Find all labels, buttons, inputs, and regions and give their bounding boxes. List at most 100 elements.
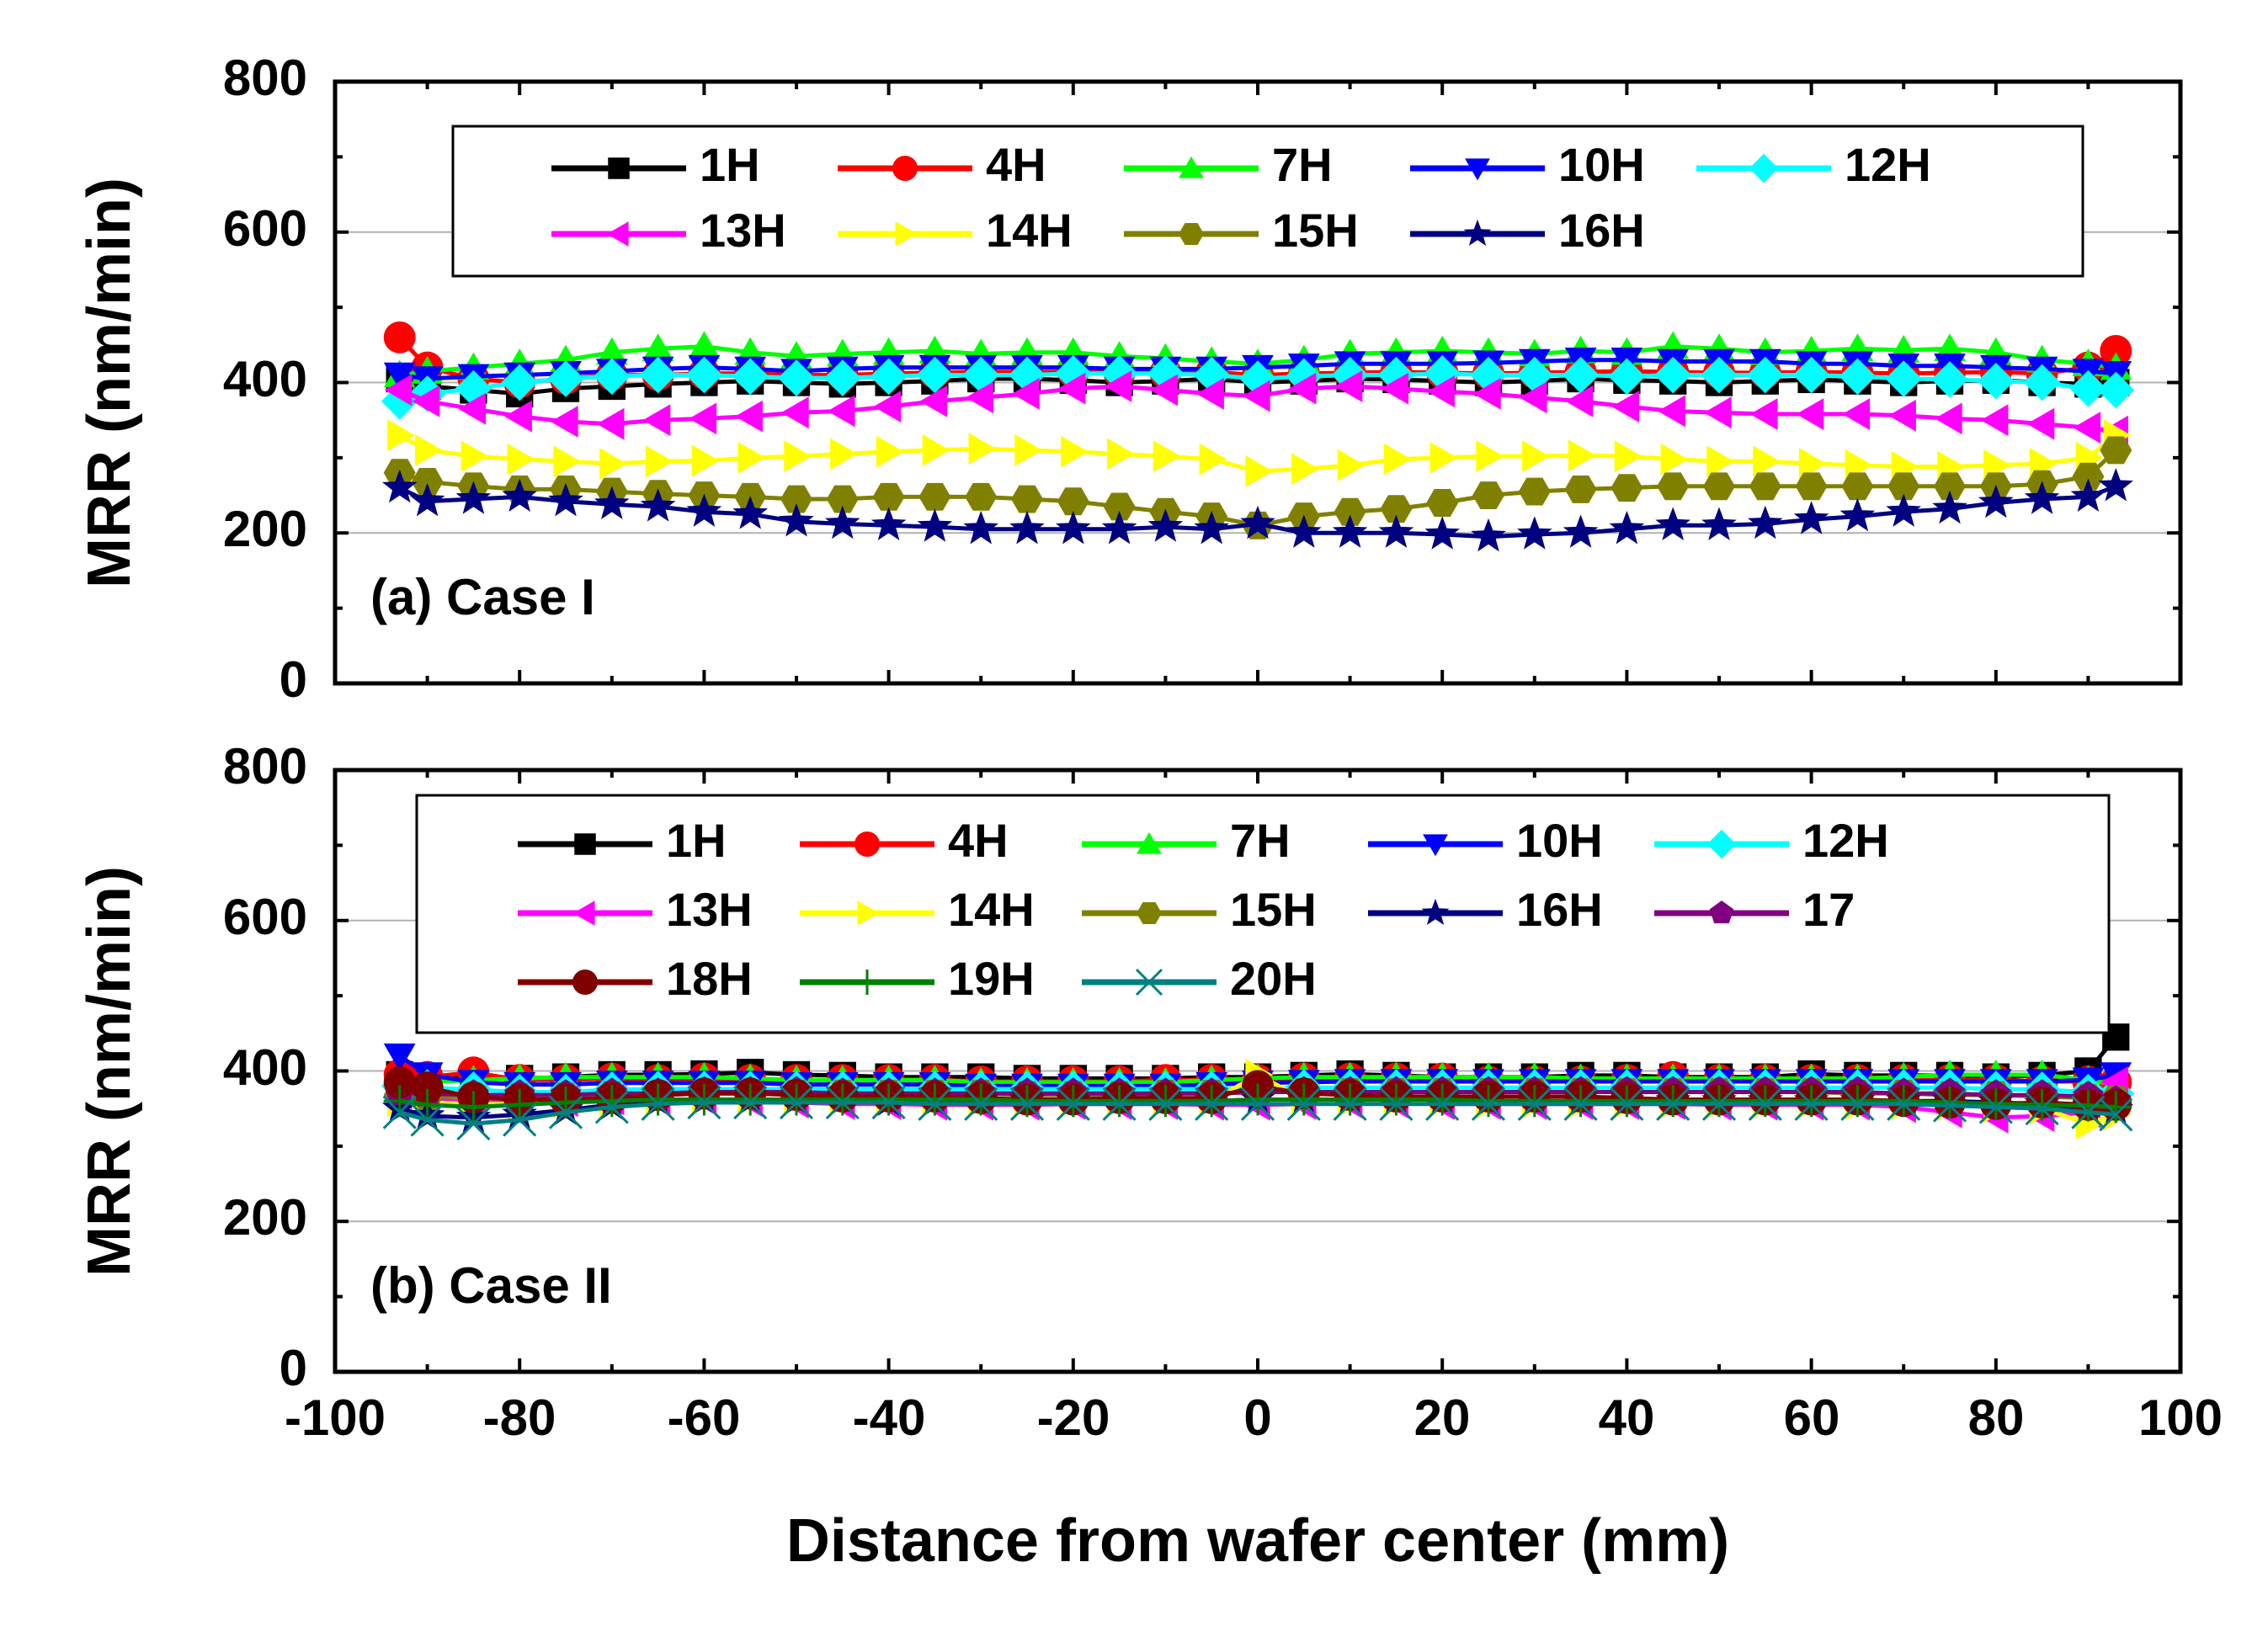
data-point	[686, 493, 722, 527]
data-point	[457, 1091, 490, 1124]
panel-b-label: (b) Case II	[370, 1257, 612, 1314]
data-point	[1104, 370, 1132, 402]
legend-label: 20H	[1230, 952, 1317, 1005]
legend-entry-17: 17	[1654, 883, 1855, 936]
y-tick-label: 800	[223, 738, 307, 794]
data-point	[502, 478, 537, 512]
data-point	[641, 1087, 675, 1121]
legend-marker	[1179, 223, 1204, 245]
data-point	[1839, 497, 1876, 532]
data-point	[1980, 404, 2009, 437]
data-point	[1426, 1083, 1459, 1116]
legend-entry-7H: 7H	[1124, 138, 1333, 191]
data-point	[824, 359, 861, 396]
panel-a: 0 200 400 600 800 MRR (nm/min) (a) Case …	[76, 50, 2183, 708]
legend-entry-1H: 1H	[518, 814, 727, 867]
legend-entry-13H: 13H	[551, 204, 786, 257]
data-point	[964, 1087, 998, 1121]
data-point	[2025, 1092, 2059, 1126]
data-point	[1471, 1087, 1506, 1121]
panel-a-y-axis-title: MRR (nm/min)	[76, 178, 143, 588]
data-point	[1380, 495, 1413, 523]
data-point	[1931, 361, 1968, 398]
legend-label: 7H	[1272, 138, 1333, 191]
data-point	[1381, 372, 1409, 405]
legend-label: 18H	[666, 952, 753, 1005]
data-point	[1379, 1087, 1414, 1121]
data-point	[1240, 505, 1275, 539]
data-point	[1979, 1087, 2012, 1120]
data-point	[1796, 398, 1824, 430]
data-point	[1794, 1087, 1829, 1121]
data-point	[2100, 334, 2132, 367]
legend-marker	[1135, 968, 1163, 996]
legend-entry-16H: 16H	[1368, 883, 1603, 936]
data-point	[1286, 358, 1323, 396]
data-point	[1334, 1083, 1366, 1116]
x-tick-label: 100	[2138, 1390, 2223, 1446]
data-point	[1660, 443, 1689, 476]
data-point	[548, 1095, 583, 1129]
legend-label: 10H	[1558, 138, 1645, 191]
data-point	[734, 1083, 767, 1116]
data-point	[779, 1085, 814, 1120]
panel-a-ticks	[333, 80, 2182, 685]
data-point	[1102, 1087, 1137, 1121]
data-point	[2023, 364, 2061, 401]
data-point	[382, 1095, 417, 1129]
data-point	[640, 488, 676, 522]
data-point	[1426, 489, 1459, 517]
data-point	[1610, 1085, 1643, 1118]
data-point	[780, 396, 809, 429]
legend-marker	[1421, 898, 1450, 925]
legend-marker	[572, 901, 595, 926]
data-point	[688, 331, 721, 359]
data-point	[595, 337, 628, 365]
data-point	[733, 1085, 768, 1120]
data-point	[1703, 1085, 1735, 1118]
data-point	[1009, 1087, 1045, 1121]
data-point	[827, 395, 855, 428]
x-tick-label: -20	[1037, 1390, 1110, 1446]
data-point	[870, 507, 907, 540]
data-point	[1014, 434, 1042, 466]
data-point	[917, 508, 953, 542]
data-point	[1472, 481, 1504, 509]
data-point	[1195, 1087, 1229, 1121]
data-point	[1286, 1087, 1321, 1121]
data-point	[780, 485, 812, 513]
data-point	[1242, 1083, 1274, 1116]
data-point	[1239, 360, 1276, 397]
data-point	[1934, 1087, 1966, 1119]
data-point	[599, 448, 627, 480]
data-point	[685, 356, 723, 394]
data-point	[1101, 510, 1137, 545]
data-point	[1195, 1085, 1228, 1118]
y-tick-label: 200	[223, 1189, 307, 1246]
data-point	[2098, 468, 2134, 502]
data-point	[383, 362, 416, 391]
data-point	[1337, 449, 1366, 481]
data-point	[414, 434, 443, 466]
legend-entry-10H: 10H	[1410, 138, 1645, 191]
data-point	[1287, 1083, 1320, 1116]
data-point	[1749, 472, 1781, 501]
data-point	[2024, 481, 2060, 514]
data-point	[1840, 1087, 1875, 1121]
data-point	[1334, 497, 1366, 526]
data-point	[1333, 1087, 1367, 1121]
data-point	[507, 443, 535, 476]
data-point	[918, 1087, 952, 1121]
data-point	[1753, 445, 1781, 478]
data-point	[963, 510, 998, 545]
y-tick-label: 600	[223, 889, 307, 945]
data-point	[1429, 442, 1458, 474]
data-point	[968, 433, 997, 465]
legend-label: 12H	[1845, 138, 1931, 191]
legend-marker	[572, 970, 598, 995]
legend-label: 12H	[1802, 814, 1889, 867]
data-point	[1199, 443, 1227, 476]
data-point	[1243, 380, 1270, 412]
data-point	[1518, 1085, 1551, 1118]
data-point	[1565, 385, 1594, 417]
